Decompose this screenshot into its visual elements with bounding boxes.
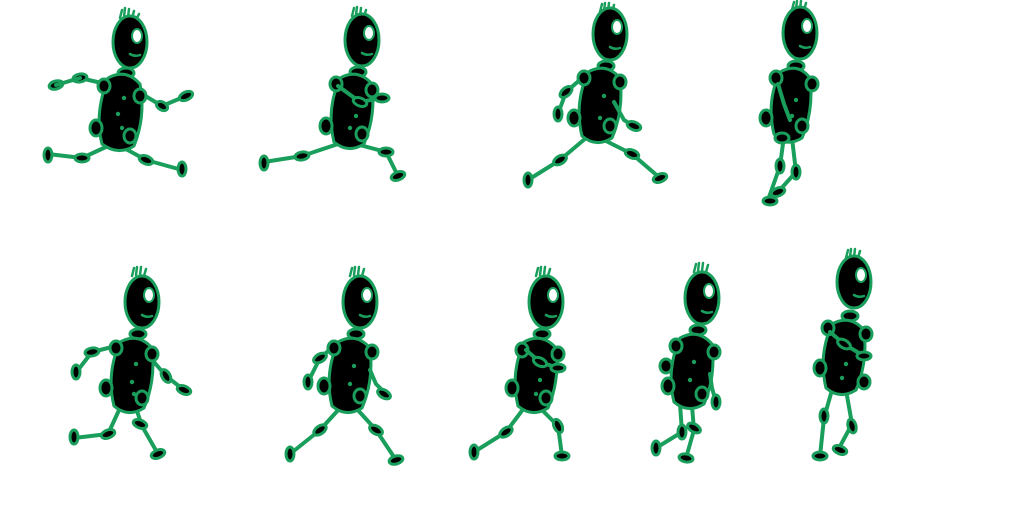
walk-frame-1 [38,6,208,186]
walk-frame-3 [516,1,686,192]
walk-frame-7 [462,265,592,466]
alien-figure [68,265,193,460]
alien-figure [522,1,669,189]
alien-figure [258,5,407,182]
walk-frame-5 [62,265,212,466]
walk-frame-9 [800,246,910,471]
alien-figure [758,0,820,207]
walk-frame-2 [252,5,422,186]
walk-frame-6 [280,265,430,466]
walk-frame-8 [640,261,740,472]
alien-figure [650,261,722,464]
alien-figure [811,247,874,462]
walk-frame-4 [744,0,854,215]
alien-figure [42,6,195,178]
alien-figure [284,265,405,466]
alien-figure [468,265,571,462]
